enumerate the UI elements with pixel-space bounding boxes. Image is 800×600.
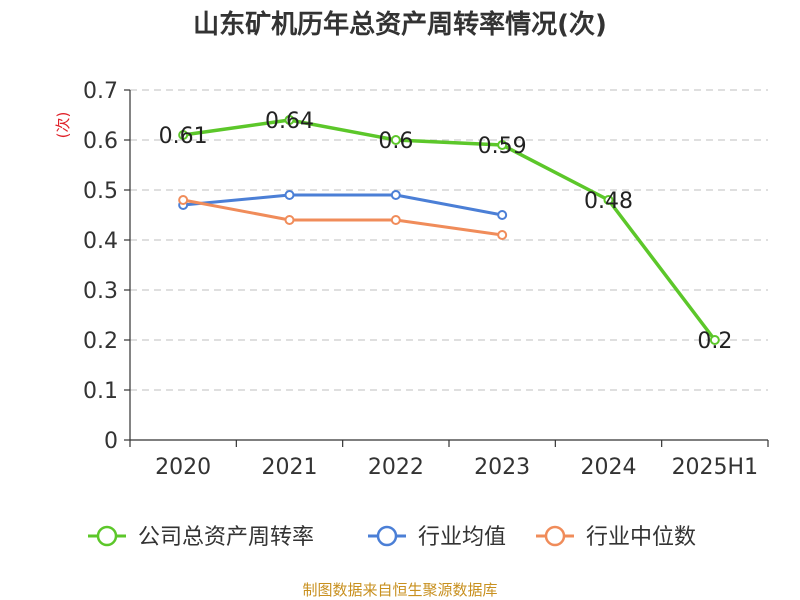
y-tick-label-0: 0 — [104, 429, 118, 454]
series-0-point-2 — [390, 135, 401, 145]
x-tick-label-2: 2022 — [368, 455, 424, 480]
legend-label-0: 公司总资产周转率 — [138, 525, 314, 550]
x-tick-label-3: 2023 — [474, 455, 530, 480]
series-0-point-3 — [497, 140, 508, 150]
series-layer — [178, 115, 720, 345]
series-1-point-3 — [497, 210, 508, 220]
y-tick-label-1: 0.1 — [83, 379, 118, 404]
series-2-point-1 — [284, 215, 295, 225]
grid-layer — [130, 89, 768, 391]
y-tick-label-4: 0.4 — [83, 229, 118, 254]
legend: 公司总资产周转率 行业均值 行业中位数 — [88, 525, 696, 550]
y-tick-label-3: 0.3 — [83, 279, 118, 304]
y-tick-label-7: 0.7 — [83, 79, 118, 104]
legend-label-2: 行业中位数 — [586, 525, 696, 550]
series-0-point-0 — [178, 130, 189, 140]
data-label-0: 0.61 — [159, 124, 208, 149]
series-0-point-4 — [603, 195, 614, 205]
x-tick-label-5: 2025H1 — [672, 455, 759, 480]
legend-label-1: 行业均值 — [418, 525, 506, 550]
data-label-4: 0.48 — [584, 189, 633, 214]
axes-layer: 0 0.1 0.2 0.3 0.4 0.5 0.6 0.7 2020 2021 2022 2023 20… — [83, 79, 769, 480]
series-0-point-5 — [709, 335, 720, 345]
chart-title: 山东矿机历年总资产周转率情况(次) — [193, 9, 607, 40]
series-line-1 — [183, 193, 503, 217]
legend-marker-0 — [96, 525, 118, 547]
data-label-5: 0.2 — [697, 329, 732, 354]
series-1-point-2 — [390, 190, 401, 200]
data-label-2: 0.6 — [378, 129, 413, 154]
legend-marker-2 — [544, 525, 566, 547]
x-tick-label-0: 2020 — [155, 455, 211, 480]
series-1-point-1 — [284, 190, 295, 200]
data-labels-layer: 0.61 0.64 0.6 0.59 0.48 0.2 — [159, 109, 733, 354]
y-tick-label-5: 0.5 — [83, 179, 118, 204]
series-0-point-1 — [284, 115, 295, 125]
series-2-point-3 — [497, 230, 508, 240]
x-tick-label-1: 2021 — [262, 455, 318, 480]
x-tick-label-4: 2024 — [581, 455, 637, 480]
series-2-point-0 — [178, 195, 189, 205]
legend-marker-1 — [376, 525, 398, 547]
series-line-0 — [182, 118, 717, 342]
y-axis-label: (次) — [54, 112, 72, 139]
data-label-3: 0.59 — [478, 134, 527, 159]
y-tick-label-6: 0.6 — [83, 129, 118, 154]
data-label-1: 0.64 — [265, 109, 314, 134]
series-line-2 — [182, 198, 503, 237]
y-tick-label-2: 0.2 — [83, 329, 118, 354]
source-note: 制图数据来自恒生聚源数据库 — [302, 581, 497, 599]
series-2-point-2 — [390, 215, 401, 225]
